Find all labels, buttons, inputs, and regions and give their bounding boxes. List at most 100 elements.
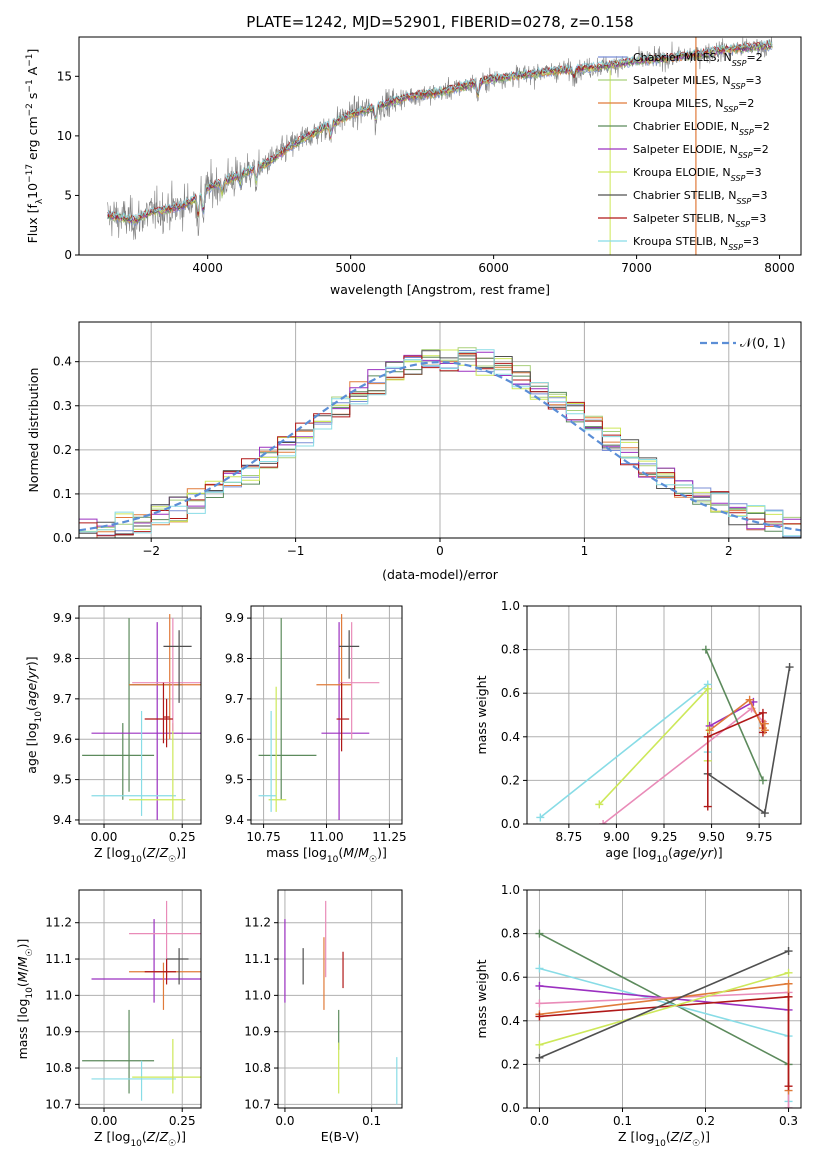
panel-mass-age: 10.75 11.00 11.25 9.4 9.5 9.6 9.7 9.8 9.9 mass [l… <box>225 605 407 865</box>
mass-weight-line <box>707 666 791 815</box>
mass-weight-marker <box>784 979 793 988</box>
x-tick-label: 1 <box>581 544 589 558</box>
plot-area <box>535 929 793 1108</box>
y-axis-label: Flux [fλ10−17 erg cm−2 s−1 A−1] <box>25 49 45 244</box>
y-tick-label: 9.7 <box>53 692 72 706</box>
mass-weight-marker <box>599 820 608 824</box>
mass-weight-marker <box>595 800 604 809</box>
y-tick-label: 11.2 <box>244 916 271 930</box>
mass-weight-line <box>539 972 789 1046</box>
y-tick-label: 1.0 <box>501 883 520 897</box>
x-tick-label: 0.1 <box>362 1114 381 1128</box>
mass-weight-marker <box>535 964 544 973</box>
mass-weight-marker <box>535 1040 544 1049</box>
axes-frame <box>526 889 802 1109</box>
mass-weight-marker <box>784 992 793 1001</box>
legend-entry: Kroupa STELIB, NSSP=3 <box>633 235 759 252</box>
legend-entry: Salpeter MILES, NSSP=3 <box>633 74 762 91</box>
x-axis-label: Z [log10(Z/Z☉)] <box>94 1129 186 1149</box>
plot-area <box>79 347 801 538</box>
x-tick-label: 0.1 <box>613 1114 632 1128</box>
x-tick-label: 11.25 <box>372 830 406 844</box>
x-axis-label: mass [log10(M/M☉)] <box>266 845 387 865</box>
x-axis-label: Z [log10(Z/Z☉)] <box>94 845 186 865</box>
mass-weight-marker <box>536 813 545 822</box>
y-tick-label: 9.4 <box>53 813 72 827</box>
legend-entry: Salpeter ELODIE, NSSP=2 <box>633 143 769 160</box>
axes-frame <box>277 889 403 1109</box>
y-tick-label: 9.6 <box>225 732 244 746</box>
y-tick-label: 5 <box>64 188 72 202</box>
y-tick-label: 9.8 <box>53 651 72 665</box>
mass-weight-marker <box>745 695 754 704</box>
y-tick-label: 9.9 <box>225 611 244 625</box>
plot-area <box>258 614 380 820</box>
x-tick-label: −1 <box>287 544 305 558</box>
axes-frame <box>78 605 202 825</box>
y-tick-label: 0.2 <box>501 1057 520 1071</box>
mass-weight-line <box>706 711 764 807</box>
panel-z-age: 0.00 0.25 9.4 9.5 9.6 9.7 9.8 9.9 Z [log10(Z/Z☉)… <box>24 605 202 865</box>
x-axis-label: age [log10(age/yr)] <box>605 845 722 865</box>
legend-entry: Kroupa MILES, NSSP=2 <box>633 97 754 114</box>
y-tick-label: 0.2 <box>501 773 520 787</box>
x-tick-label: 2 <box>725 544 733 558</box>
x-tick-label: 8000 <box>764 261 795 275</box>
x-tick-label: −2 <box>142 544 160 558</box>
y-tick-label: 10.7 <box>244 1097 271 1111</box>
y-tick-label: 1.0 <box>501 599 520 613</box>
y-tick-label: 11.2 <box>45 916 72 930</box>
y-tick-label: 11.0 <box>244 988 271 1002</box>
plot-area <box>82 614 201 820</box>
legend-entry: Chabrier MILES, NSSP=2 <box>633 51 763 68</box>
model-spectrum-line <box>107 39 773 221</box>
axes-frame <box>250 605 403 825</box>
x-tick-label: 8.75 <box>556 830 583 844</box>
y-tick-label: 9.5 <box>53 773 72 787</box>
x-tick-label: 0.00 <box>91 1114 118 1128</box>
plot-area <box>107 37 773 255</box>
mass-weight-marker <box>703 802 712 811</box>
y-tick-label: 11.0 <box>45 988 72 1002</box>
mass-weight-line <box>709 698 764 731</box>
y-tick-label: 0.3 <box>53 399 72 413</box>
y-tick-label: 9.8 <box>225 651 244 665</box>
mass-weight-marker <box>758 708 767 717</box>
y-tick-label: 10.8 <box>244 1061 271 1075</box>
normal-curve <box>79 360 801 532</box>
x-tick-label: 9.75 <box>746 830 773 844</box>
axes-frame <box>78 36 802 256</box>
x-tick-label: 0.25 <box>169 1114 196 1128</box>
mass-weight-marker <box>784 947 793 956</box>
mass-weight-marker <box>784 968 793 977</box>
model-spectrum-line <box>107 41 773 222</box>
y-tick-label: 9.7 <box>225 692 244 706</box>
y-tick-label: 0.4 <box>501 730 520 744</box>
y-axis-label: mass weight <box>474 675 489 754</box>
y-tick-label: 10.8 <box>45 1061 72 1075</box>
plot-area <box>82 900 201 1101</box>
x-tick-label: 10.75 <box>246 830 280 844</box>
legend-entry: Salpeter STELIB, NSSP=3 <box>633 212 766 229</box>
x-tick-label: 0.3 <box>779 1114 798 1128</box>
panel-age-massweight: 8.75 9.00 9.25 9.50 9.75 0.0 0.2 0.4 0.6 0.8 1.0 ag… <box>474 599 802 865</box>
y-tick-label: 0.6 <box>501 970 520 984</box>
panel-z-mass: 0.00 0.25 10.7 10.8 10.9 11.0 11.1 11.2 Z [log10… <box>15 889 202 1149</box>
mass-weight-marker <box>760 809 769 818</box>
mass-weight-marker <box>535 929 544 938</box>
mass-weight-marker <box>784 1104 793 1108</box>
x-axis-label: wavelength [Angstrom, rest frame] <box>330 282 550 297</box>
axes-frame <box>78 889 202 1109</box>
y-tick-label: 0 <box>64 248 72 262</box>
mass-weight-marker <box>535 1053 544 1062</box>
y-tick-label: 0.6 <box>501 686 520 700</box>
y-tick-label: 9.4 <box>225 813 244 827</box>
x-tick-label: 0.25 <box>169 830 196 844</box>
y-tick-label: 9.9 <box>53 611 72 625</box>
panel-histogram: −2 −1 0 1 2 0.0 0.1 0.2 0.3 0.4 𝒩(0, 1) (data-model… <box>26 321 802 582</box>
x-tick-label: 4000 <box>192 261 223 275</box>
mass-weight-marker <box>705 726 714 735</box>
x-axis-label: Z [log10(Z/Z☉)] <box>618 1129 710 1149</box>
y-axis-label: Normed distribution <box>26 368 41 493</box>
mass-weight-marker <box>760 719 769 728</box>
